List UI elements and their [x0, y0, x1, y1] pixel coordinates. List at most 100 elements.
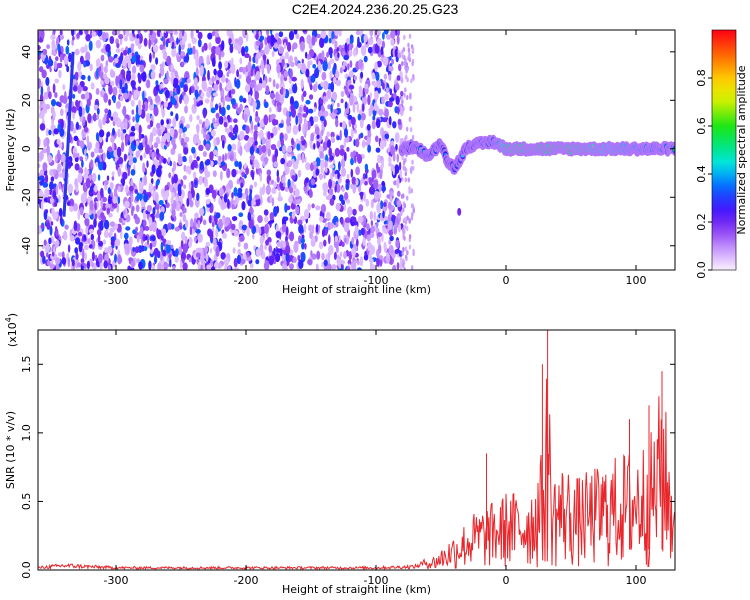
noise-speckle: [389, 88, 393, 96]
noise-speckle: [122, 128, 127, 134]
noise-speckle: [59, 128, 65, 137]
noise-speckle: [47, 58, 54, 67]
noise-speckle: [295, 115, 299, 126]
noise-speckle: [409, 127, 413, 133]
noise-speckle: [130, 125, 136, 132]
noise-speckle: [355, 178, 359, 186]
noise-speckle: [368, 251, 372, 261]
noise-speckle: [407, 42, 410, 48]
noise-speckle: [396, 75, 401, 81]
noise-speckle: [263, 261, 270, 270]
noise-speckle: [372, 115, 376, 121]
noise-speckle: [297, 153, 303, 161]
noise-speckle: [363, 192, 366, 202]
noise-speckle: [144, 226, 150, 231]
noise-speckle: [407, 47, 411, 53]
noise-speckle: [297, 169, 302, 178]
noise-speckle: [239, 95, 244, 103]
noise-speckle: [171, 167, 175, 173]
noise-speckle: [46, 44, 50, 49]
noise-speckle: [135, 150, 141, 158]
noise-speckle: [128, 160, 133, 166]
noise-speckle: [67, 257, 71, 268]
noise-speckle: [106, 175, 110, 181]
noise-speckle: [281, 58, 285, 67]
noise-speckle: [102, 239, 107, 245]
noise-speckle: [160, 235, 164, 241]
noise-speckle: [95, 88, 100, 95]
noise-speckle: [233, 257, 238, 268]
noise-speckle: [225, 96, 231, 102]
noise-speckle: [120, 132, 125, 142]
noise-speckle: [401, 61, 404, 67]
noise-speckle: [85, 169, 89, 176]
noise-speckle: [90, 233, 95, 241]
noise-speckle: [384, 133, 390, 139]
noise-speckle: [379, 169, 383, 180]
noise-speckle: [82, 86, 88, 92]
noise-speckle: [139, 64, 145, 73]
noise-speckle: [351, 176, 357, 185]
noise-speckle: [324, 228, 328, 236]
noise-speckle: [123, 153, 127, 162]
noise-speckle: [364, 250, 367, 257]
noise-speckle: [210, 129, 216, 137]
noise-speckle: [394, 132, 400, 143]
noise-speckle: [180, 51, 186, 57]
noise-speckle: [350, 168, 354, 178]
noise-speckle: [410, 203, 414, 209]
noise-speckle: [79, 30, 83, 35]
noise-speckle: [116, 42, 120, 49]
noise-speckle: [402, 193, 405, 199]
noise-speckle: [226, 168, 231, 179]
x-tick-label: 100: [626, 574, 647, 587]
noise-speckle: [328, 234, 331, 245]
noise-speckle: [149, 242, 153, 250]
noise-speckle: [44, 173, 49, 184]
noise-speckle: [313, 116, 319, 123]
noise-speckle: [116, 101, 121, 109]
noise-speckle: [50, 221, 54, 226]
noise-speckle: [386, 66, 389, 73]
noise-speckle: [364, 181, 368, 186]
noise-speckle: [325, 94, 329, 103]
noise-speckle: [155, 193, 159, 203]
noise-speckle: [283, 70, 289, 78]
noise-speckle: [334, 30, 340, 37]
noise-speckle: [181, 61, 184, 67]
noise-speckle: [349, 60, 353, 68]
noise-speckle: [400, 78, 404, 84]
noise-speckle: [153, 247, 159, 257]
noise-speckle: [272, 126, 278, 136]
noise-speckle: [85, 177, 91, 189]
noise-speckle: [396, 30, 400, 37]
noise-speckle: [335, 183, 341, 193]
noise-speckle: [99, 220, 104, 231]
noise-speckle: [172, 117, 177, 128]
noise-speckle: [159, 44, 164, 51]
noise-speckle: [72, 93, 76, 99]
noise-speckle: [344, 42, 348, 54]
noise-speckle: [358, 134, 361, 140]
noise-speckle: [250, 263, 254, 269]
noise-speckle: [145, 144, 150, 155]
noise-speckle: [95, 161, 99, 167]
noise-speckle: [173, 173, 179, 184]
noise-speckle: [298, 123, 301, 132]
noise-speckle: [41, 30, 45, 40]
noise-speckle: [148, 101, 155, 111]
x-tick-label: -100: [364, 574, 389, 587]
noise-speckle: [92, 172, 97, 182]
noise-speckle: [293, 184, 297, 190]
noise-speckle: [345, 179, 350, 184]
noise-speckle: [284, 186, 289, 192]
noise-speckle: [107, 196, 113, 205]
noise-speckle: [280, 73, 284, 84]
noise-speckle: [162, 36, 166, 47]
noise-speckle: [78, 140, 85, 147]
noise-speckle: [366, 230, 371, 236]
x-axis-label: Height of straight line (km): [282, 583, 431, 596]
noise-speckle: [255, 248, 261, 257]
noise-speckle: [364, 173, 368, 179]
noise-speckle: [295, 198, 302, 204]
